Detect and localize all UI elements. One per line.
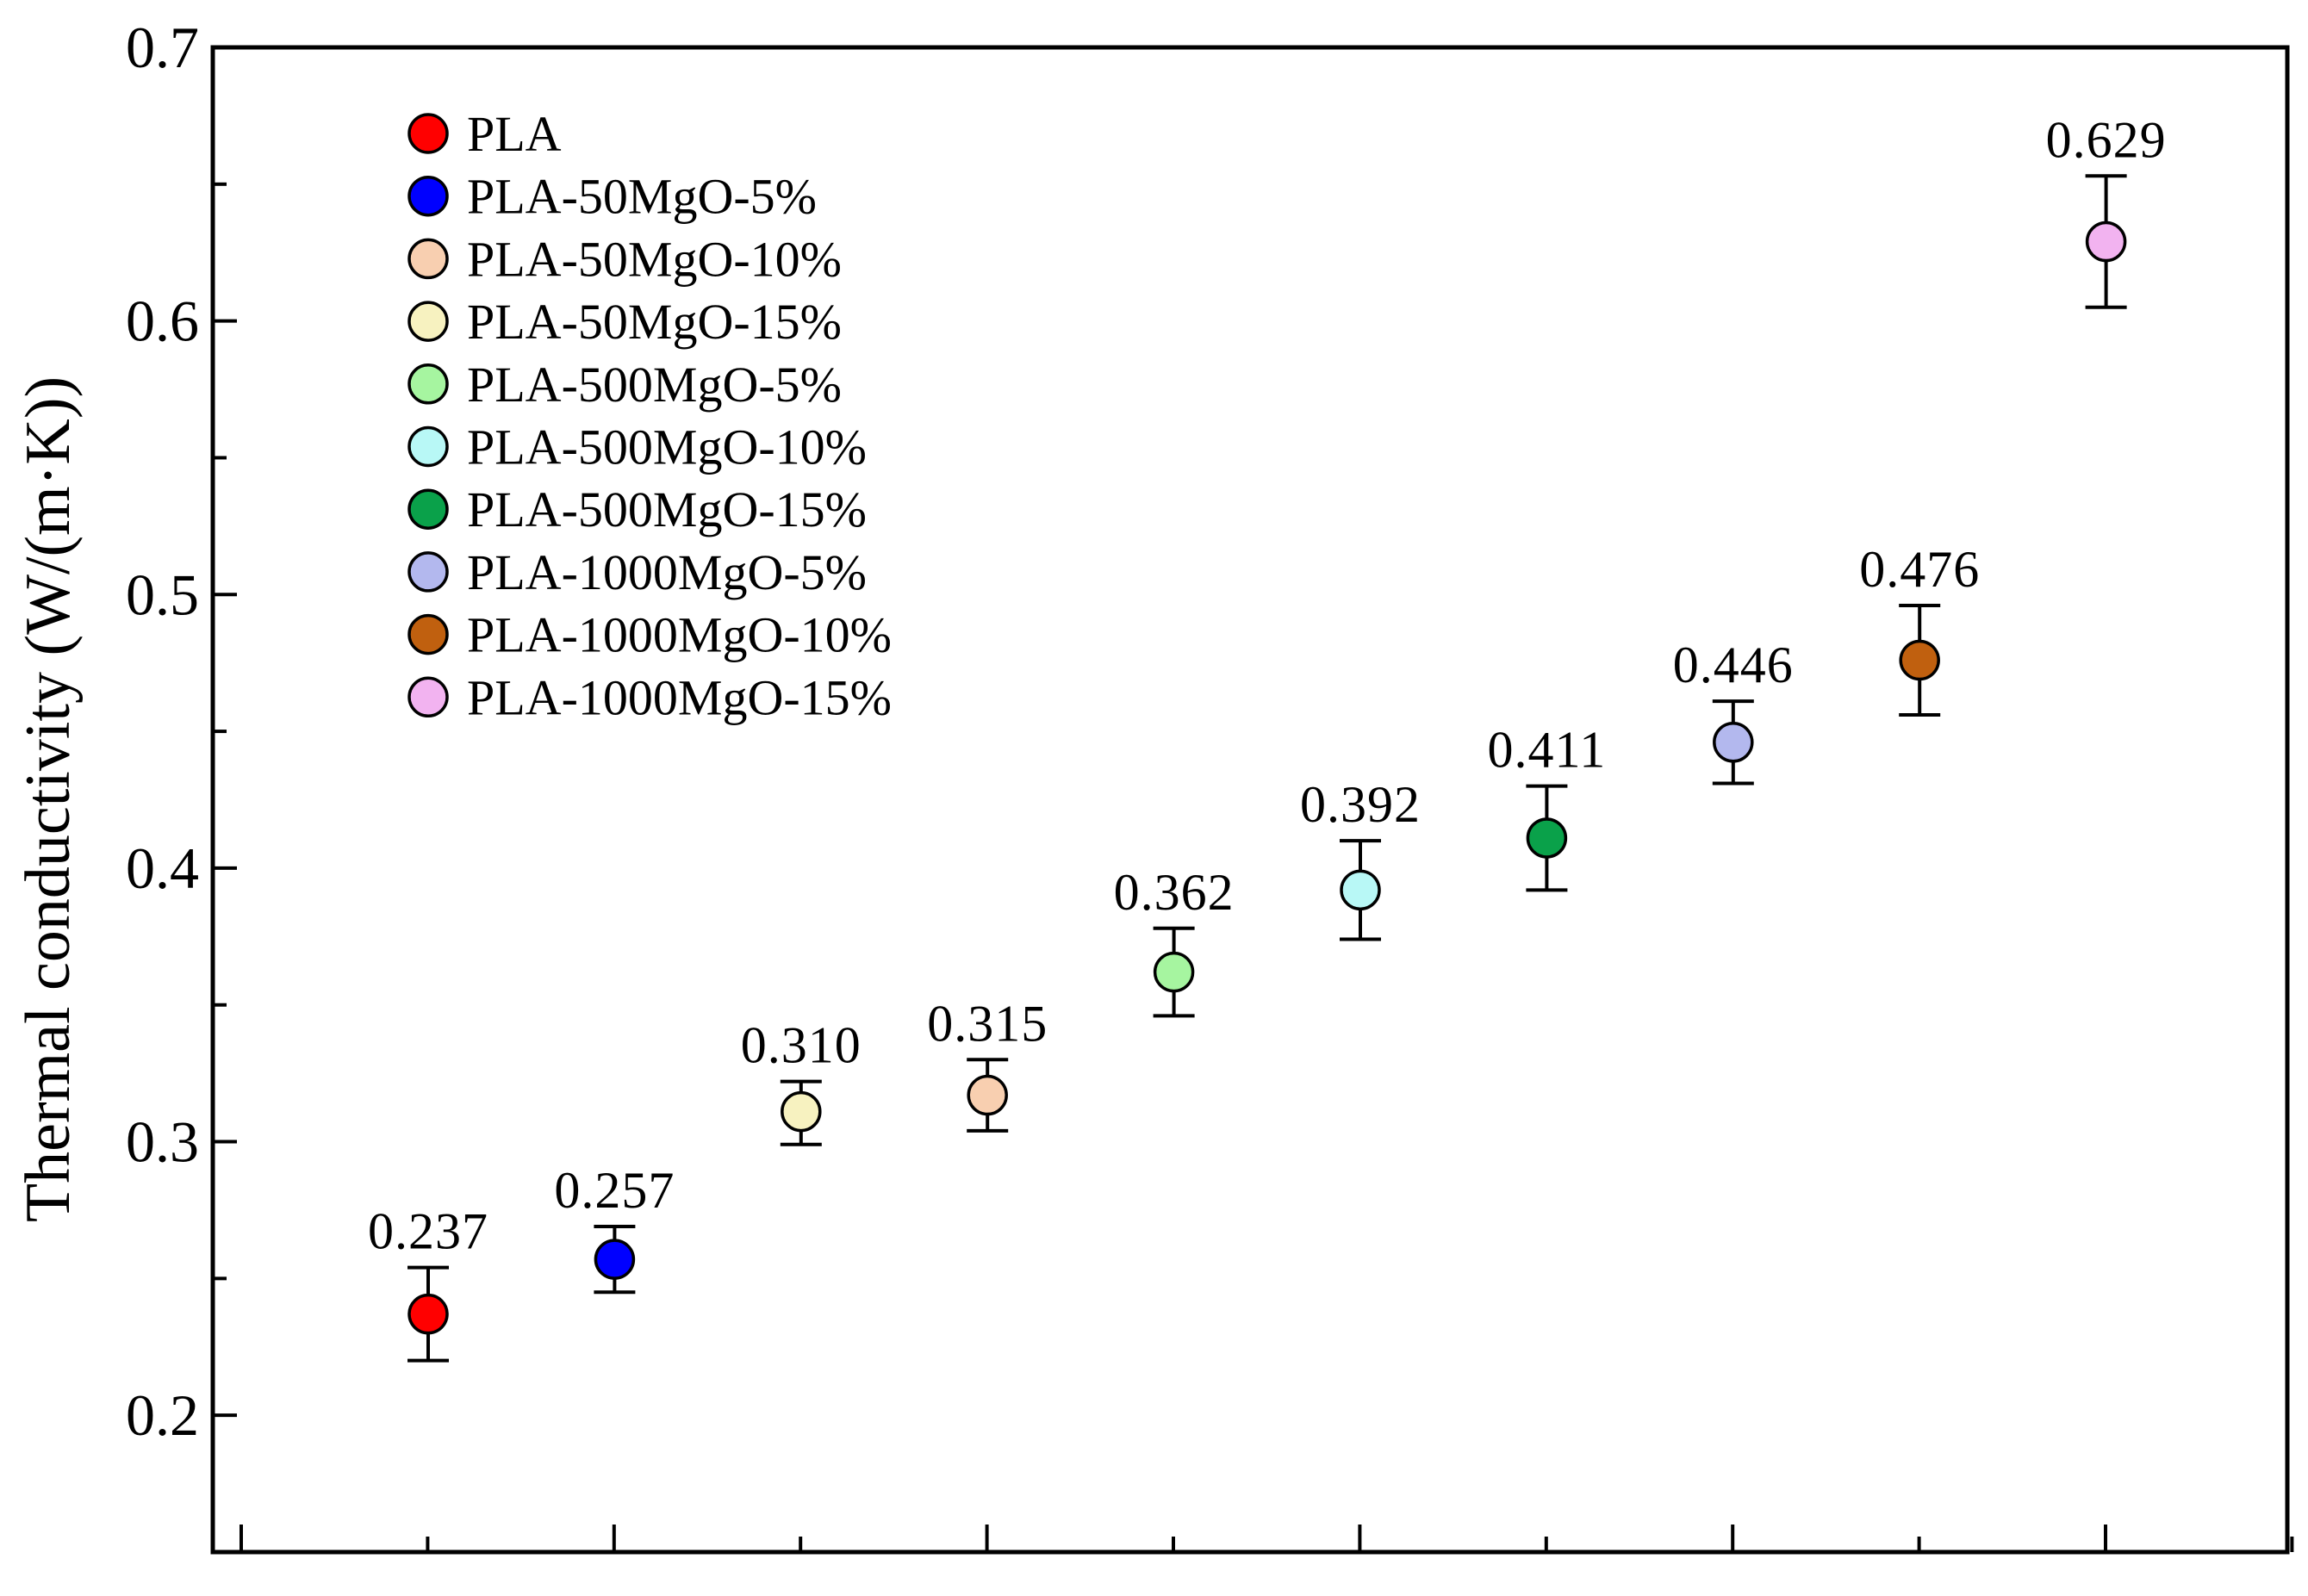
data-label: 0.629 (2046, 111, 2167, 168)
data-label: 0.362 (1114, 864, 1235, 921)
data-label: 0.411 (1488, 722, 1607, 779)
legend-item: PLA-500MgO-15% (407, 481, 867, 537)
legend-label: PLA-500MgO-10% (467, 419, 867, 475)
legend-item: PLA-500MgO-5% (407, 357, 842, 413)
data-point (407, 1293, 449, 1335)
legend-marker (407, 175, 449, 217)
y-tick-label: 0.4 (126, 835, 199, 901)
legend-label: PLA-500MgO-15% (467, 481, 867, 537)
legend-label: PLA-50MgO-10% (467, 231, 842, 287)
y-axis: 0.2 0.3 0.4 0.5 0.6 0.7 (126, 15, 237, 1554)
y-tick-label: 0.2 (126, 1382, 199, 1448)
data-point-group: 0.315 (927, 995, 1048, 1133)
legend-item: PLA-1000MgO-15% (407, 669, 892, 725)
legend-marker (407, 425, 449, 468)
data-point-group: 0.362 (1114, 864, 1235, 1018)
data-point-group: 0.310 (741, 1017, 862, 1146)
data-label: 0.237 (368, 1203, 488, 1260)
data-point-group: 0.237 (368, 1203, 488, 1363)
data-label: 0.446 (1673, 637, 1794, 693)
legend-marker (407, 676, 449, 718)
y-axis-title: Thermal conductivity (W/(m·K)) (13, 376, 84, 1222)
legend-label: PLA-50MgO-5% (467, 169, 817, 225)
data-point (1526, 817, 1568, 859)
data-point (594, 1239, 636, 1280)
data-point-group: 0.257 (554, 1162, 675, 1295)
data-label: 0.476 (1859, 541, 1980, 598)
data-point (1153, 951, 1195, 993)
legend-marker (407, 301, 449, 342)
legend-label: PLA-50MgO-15% (467, 294, 842, 350)
data-point-group: 0.629 (2046, 111, 2167, 309)
data-point-group: 0.392 (1300, 776, 1421, 941)
legend-label: PLA-500MgO-5% (467, 357, 842, 413)
data-point-group: 0.446 (1673, 637, 1794, 786)
legend-label: PLA-1000MgO-10% (467, 607, 892, 663)
legend-marker (407, 613, 449, 655)
data-label: 0.310 (741, 1017, 862, 1074)
data-point (1340, 869, 1381, 911)
y-tick-label: 0.6 (126, 289, 199, 354)
legend-marker (407, 551, 449, 593)
legend-item: PLA-50MgO-5% (407, 169, 817, 225)
x-axis (240, 1525, 2294, 1552)
data-point (967, 1074, 1008, 1116)
legend-marker (407, 363, 449, 405)
y-tick-label: 0.5 (126, 562, 199, 627)
legend: PLA PLA-50MgO-5% PLA-50MgO-10% PLA-50MgO-15… (407, 106, 892, 725)
y-tick-label: 0.3 (126, 1109, 199, 1175)
legend-item: PLA-50MgO-10% (407, 231, 842, 287)
data-point (2085, 220, 2127, 263)
data-point (1713, 722, 1754, 763)
legend-label: PLA-1000MgO-5% (467, 544, 867, 600)
data-point (1899, 639, 1940, 681)
legend-label: PLA (467, 106, 562, 162)
legend-item: PLA-500MgO-10% (407, 419, 867, 475)
data-marks: 0.237 0.257 0.315 0.310 0.362 0.392 0.411 0.446… (368, 111, 2167, 1363)
legend-marker (407, 488, 449, 530)
data-label: 0.257 (554, 1162, 675, 1219)
legend-item: PLA-1000MgO-5% (407, 544, 867, 600)
legend-marker (407, 113, 449, 154)
y-tick-label: 0.7 (126, 15, 199, 80)
data-point-group: 0.476 (1859, 541, 1980, 717)
legend-marker (407, 238, 449, 280)
data-label: 0.315 (927, 995, 1048, 1052)
legend-item: PLA-50MgO-15% (407, 294, 842, 350)
legend-label: PLA-1000MgO-15% (467, 669, 892, 725)
data-point (781, 1090, 822, 1133)
plot-area-frame (210, 45, 2290, 1555)
data-label: 0.392 (1300, 776, 1421, 833)
legend-item: PLA-1000MgO-10% (407, 607, 892, 663)
data-point-group: 0.411 (1488, 722, 1607, 892)
legend-item: PLA (407, 106, 562, 162)
